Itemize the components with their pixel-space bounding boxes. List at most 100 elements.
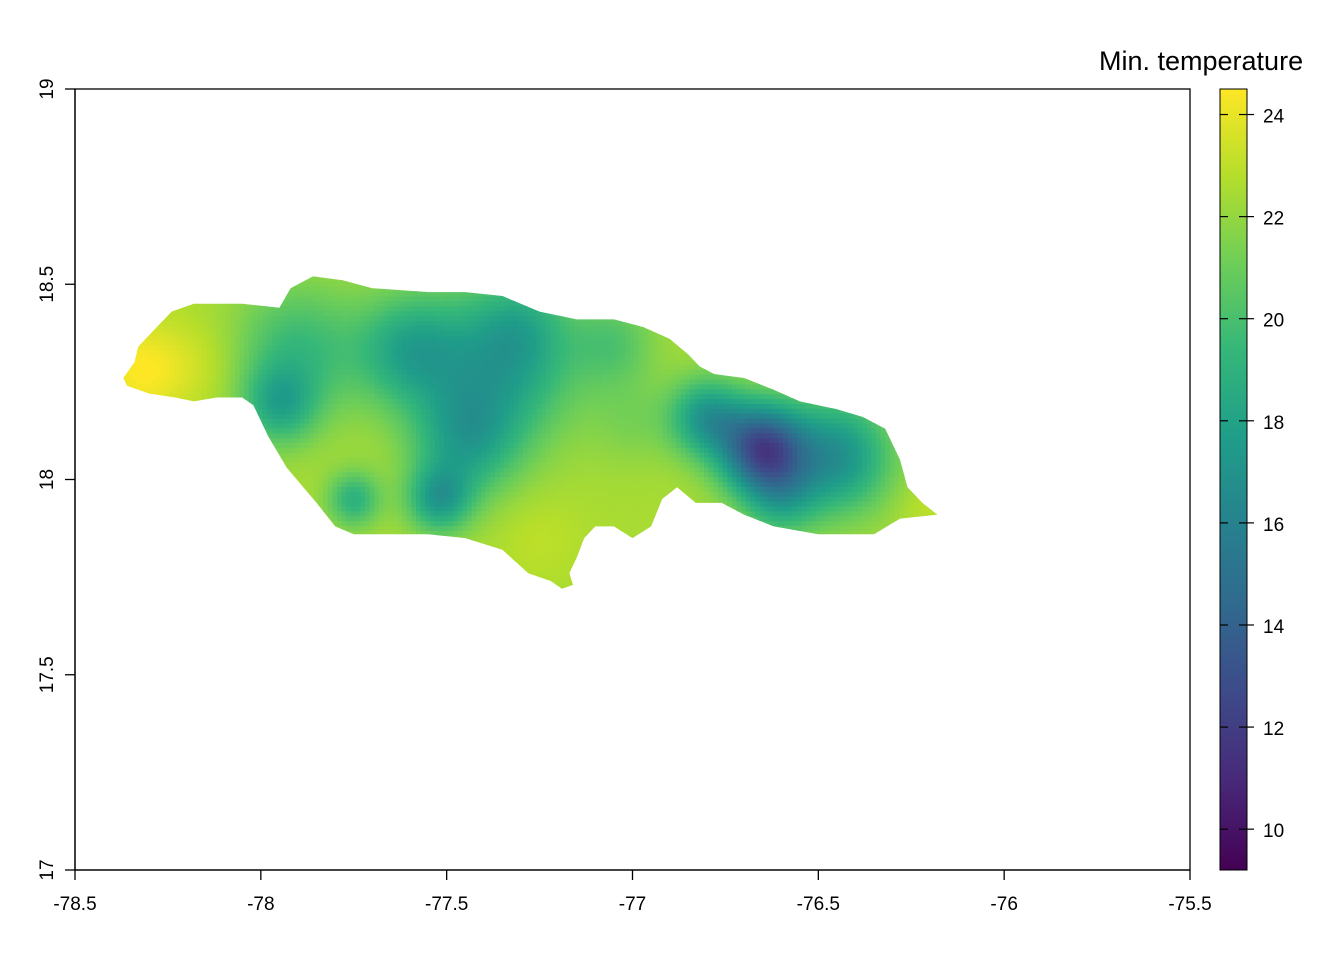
raster-cell [416, 510, 422, 517]
raster-cell [350, 481, 357, 487]
raster-cell [755, 457, 761, 463]
raster-cell [555, 505, 561, 512]
raster-cell [866, 452, 872, 458]
raster-cell [541, 535, 547, 541]
raster-cell [875, 486, 882, 492]
raster-cell [880, 452, 886, 458]
raster-cell [769, 510, 775, 517]
raster-cell [708, 466, 714, 473]
raster-cell [894, 510, 900, 517]
raster-cell [439, 510, 445, 517]
raster-cell [857, 461, 863, 468]
raster-cell [569, 466, 575, 473]
raster-cell [313, 466, 320, 473]
raster-cell [639, 452, 645, 458]
raster-cell [457, 505, 464, 512]
raster-cell [611, 461, 617, 468]
raster-cell [597, 486, 603, 492]
raster-cell [745, 476, 752, 483]
raster-cell [304, 466, 310, 473]
raster-cell [662, 491, 668, 497]
raster-cell [346, 510, 352, 517]
raster-cell [569, 481, 575, 487]
raster-cell [485, 476, 491, 483]
raster-cell [337, 457, 343, 463]
raster-cell [880, 461, 886, 468]
raster-cell [690, 466, 696, 473]
raster-cell [583, 476, 589, 483]
raster-cell [485, 530, 491, 536]
raster-cell [862, 491, 868, 497]
raster-cell [783, 466, 789, 473]
raster-cell [388, 481, 394, 487]
raster-cell [411, 486, 417, 492]
raster-cell [355, 520, 361, 526]
raster-cell [773, 515, 779, 522]
raster-cell [866, 461, 872, 468]
raster-cell [388, 500, 394, 507]
raster-cell [346, 520, 352, 526]
raster-cell [717, 457, 724, 463]
raster-cell [727, 481, 733, 487]
raster-cell [815, 481, 821, 487]
raster-cell [708, 491, 714, 497]
raster-cell [369, 525, 375, 531]
raster-cell [560, 452, 566, 458]
raster-cell [355, 491, 361, 497]
raster-cell [820, 530, 826, 536]
raster-cell [708, 452, 714, 458]
raster-cell [443, 476, 450, 483]
raster-cell [304, 447, 310, 453]
raster-cell [522, 525, 529, 531]
raster-cell [443, 491, 450, 497]
raster-cell [360, 466, 366, 473]
raster-cell [374, 525, 380, 531]
raster-cell [564, 554, 570, 561]
raster-cell [829, 491, 835, 497]
raster-cell [587, 500, 594, 507]
raster-cell [443, 466, 450, 473]
raster-cell [922, 505, 928, 512]
raster-cell [885, 466, 891, 473]
raster-cell [764, 491, 770, 497]
raster-cell [323, 457, 329, 463]
raster-cell [741, 505, 747, 512]
raster-cell [764, 476, 770, 483]
raster-cell [862, 471, 868, 478]
raster-cell [671, 452, 677, 458]
raster-cell [327, 466, 333, 473]
raster-cell [713, 486, 719, 492]
raster-cell [750, 500, 756, 507]
raster-cell [806, 491, 812, 497]
raster-cell [615, 520, 622, 526]
raster-cell [499, 496, 505, 502]
raster-cell [564, 471, 570, 478]
raster-cell [801, 510, 807, 517]
raster-cell [285, 457, 292, 463]
raster-cell [555, 500, 561, 507]
raster-cell [388, 510, 394, 517]
raster-cell [541, 481, 547, 487]
raster-cell [369, 476, 375, 483]
raster-cell [522, 500, 529, 507]
raster-cell [834, 461, 840, 468]
raster-cell [583, 471, 589, 478]
raster-cell [662, 471, 668, 478]
raster-cell [829, 457, 835, 463]
raster-cell [852, 515, 858, 522]
raster-cell [518, 530, 524, 536]
raster-cell [462, 525, 468, 531]
raster-cell [378, 510, 385, 517]
raster-cell [717, 491, 724, 497]
raster-cell [550, 471, 556, 478]
raster-cell [518, 481, 524, 487]
raster-cell [829, 500, 835, 507]
raster-cell [778, 481, 784, 487]
raster-cell [750, 481, 756, 487]
raster-cell [481, 520, 487, 526]
raster-cell [820, 510, 826, 517]
raster-cell [592, 491, 598, 497]
raster-cell [815, 452, 821, 458]
raster-cell [820, 525, 826, 531]
raster-cell [448, 491, 454, 497]
